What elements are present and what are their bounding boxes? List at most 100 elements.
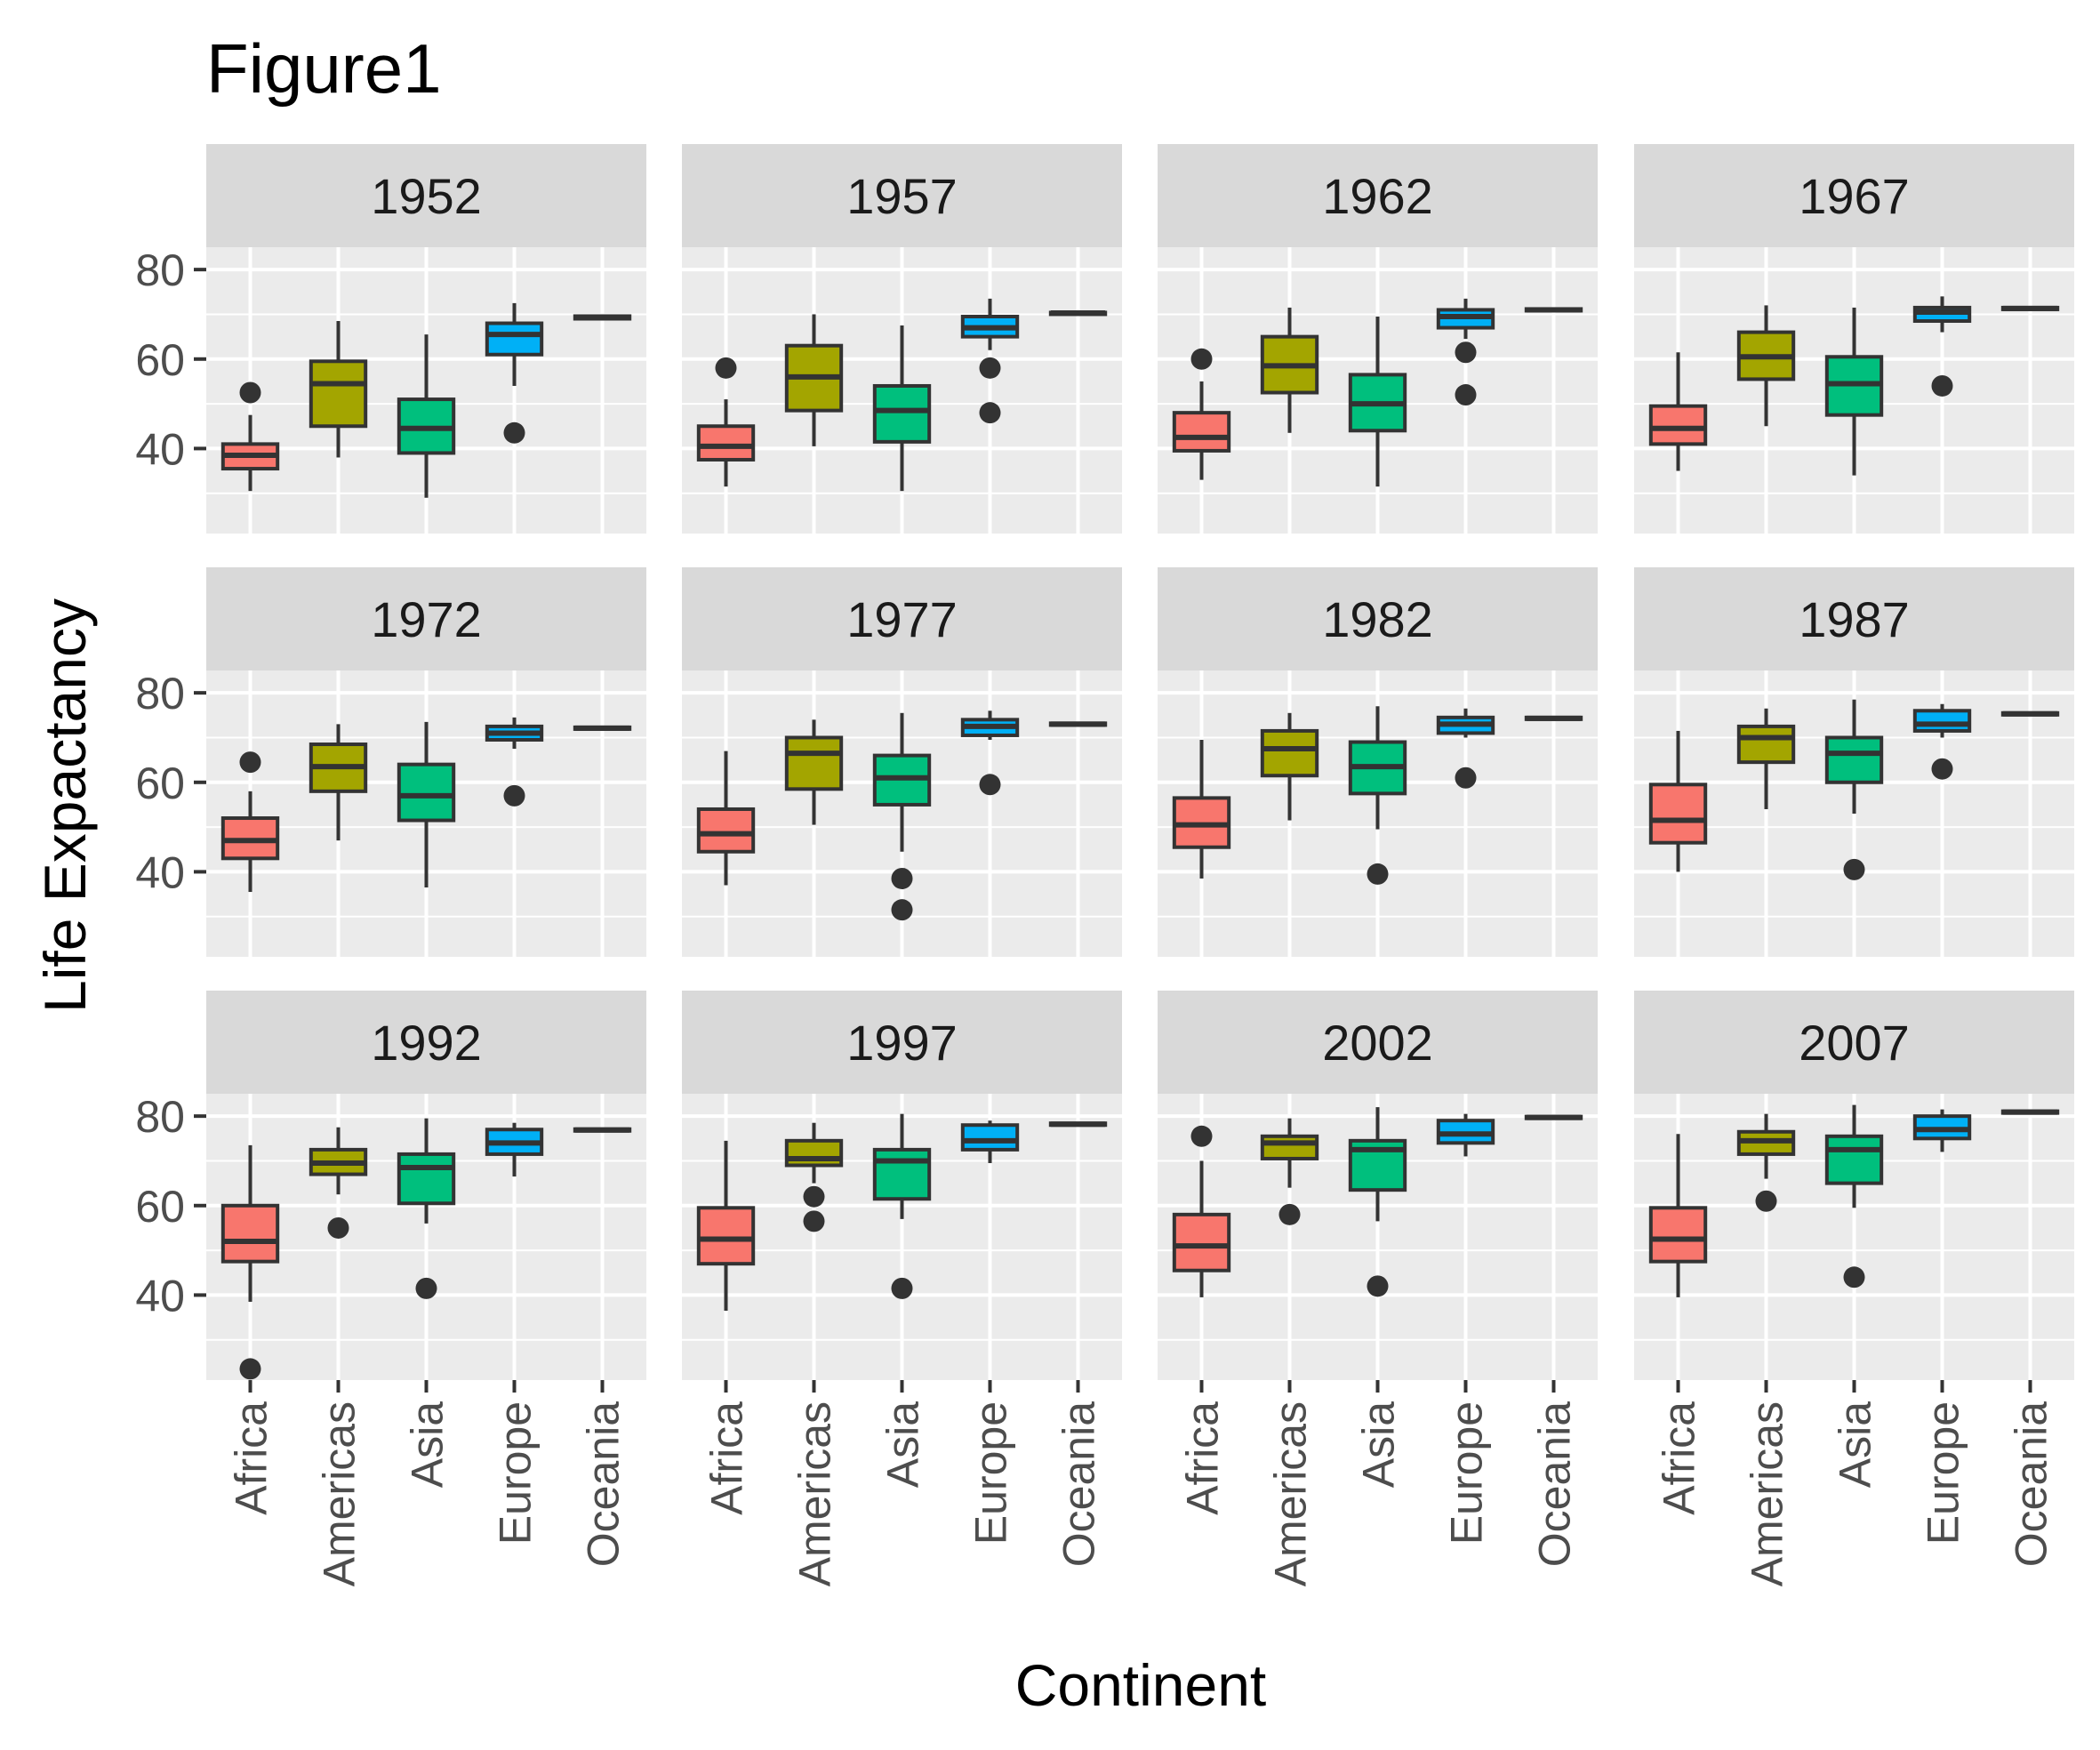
box-asia xyxy=(872,325,932,492)
box-iqr xyxy=(1172,1212,1231,1272)
box-europe xyxy=(960,298,1020,424)
box-europe xyxy=(1912,1109,1972,1152)
x-tick-label: Europe xyxy=(491,1401,541,1545)
box-europe xyxy=(1912,296,1972,397)
box-americas xyxy=(1736,708,1796,809)
x-tick-label: Asia xyxy=(403,1401,453,1488)
box-oceania xyxy=(1524,307,1583,313)
box-europe xyxy=(485,1122,544,1177)
strip-background xyxy=(682,567,1122,670)
box-iqr xyxy=(696,807,756,854)
box-europe xyxy=(485,717,544,807)
x-tick-label: Americas xyxy=(790,1401,840,1586)
box-iqr xyxy=(397,1152,456,1206)
box-asia xyxy=(1348,316,1407,487)
outlier-point xyxy=(503,784,525,807)
x-tick-label: Asia xyxy=(878,1401,928,1488)
strip-label: 1977 xyxy=(846,591,958,647)
panel-1977: 1977 xyxy=(682,567,1122,957)
outlier-point xyxy=(979,357,1001,379)
box-asia xyxy=(397,721,456,888)
box-europe xyxy=(1912,703,1972,780)
strip-label: 1972 xyxy=(371,591,482,647)
panel-2007: 2007 Africa Americas Asia Europe Oceania xyxy=(1634,991,2074,1586)
x-axis-title: Continent xyxy=(1015,1652,1267,1718)
box-iqr xyxy=(784,1138,844,1168)
box-europe xyxy=(1436,708,1495,789)
x-tick-label: Africa xyxy=(227,1401,277,1515)
strip-label: 1997 xyxy=(846,1015,958,1071)
box-africa xyxy=(1648,1134,1708,1297)
box-africa xyxy=(696,751,756,886)
strip-background xyxy=(1158,991,1598,1094)
outlier-point xyxy=(1278,1203,1301,1225)
panel-1982: 1982 xyxy=(1158,567,1598,957)
y-tick-label: 40 xyxy=(135,847,185,897)
panel-1987: 1987 xyxy=(1634,567,2074,957)
outlier-point xyxy=(803,1185,825,1208)
x-tick-label: Americas xyxy=(1266,1401,1316,1586)
box-asia xyxy=(397,1118,456,1299)
box-asia xyxy=(872,1113,932,1299)
box-americas xyxy=(784,314,844,446)
x-tick-label: Africa xyxy=(1655,1401,1704,1515)
strip-background xyxy=(1634,144,2074,247)
strip-label: 1962 xyxy=(1322,168,1433,224)
box-africa xyxy=(1172,348,1231,480)
x-tick-label: Oceania xyxy=(1530,1401,1580,1567)
box-americas xyxy=(1260,712,1319,821)
box-iqr xyxy=(1260,1134,1319,1160)
x-tick-label: Americas xyxy=(1743,1401,1792,1586)
outlier-point xyxy=(891,1277,913,1299)
outlier-point xyxy=(239,1358,261,1380)
strip-background xyxy=(682,991,1122,1094)
strip-background xyxy=(1158,567,1598,670)
panel-1992: 1992 40 60 80 Africa Americas Asia Europe Oceani… xyxy=(135,991,646,1586)
strip-background xyxy=(206,144,646,247)
box-iqr xyxy=(1648,783,1708,845)
box-iqr xyxy=(397,762,456,823)
box-oceania xyxy=(1524,715,1583,721)
box-iqr xyxy=(1736,724,1796,765)
box-europe xyxy=(1436,298,1495,406)
box-iqr xyxy=(960,1123,1020,1152)
strip-label: 1952 xyxy=(371,168,482,224)
strip-background xyxy=(1158,144,1598,247)
y-tick-label: 80 xyxy=(135,1092,185,1142)
panel-1957: 1957 xyxy=(682,144,1122,534)
box-europe xyxy=(960,710,1020,796)
box-asia xyxy=(1348,1107,1407,1297)
x-tick-label: Europe xyxy=(966,1401,1016,1545)
box-iqr xyxy=(784,735,844,791)
box-africa xyxy=(1648,352,1708,471)
box-oceania xyxy=(573,314,632,321)
box-americas xyxy=(309,724,368,841)
x-tick-label: Asia xyxy=(1354,1401,1404,1488)
outlier-point xyxy=(891,899,913,921)
box-iqr xyxy=(1648,404,1708,446)
box-africa xyxy=(696,1140,756,1312)
outlier-point xyxy=(1455,767,1477,789)
box-europe xyxy=(1436,1113,1495,1157)
box-americas xyxy=(1260,307,1319,433)
y-tick-label: 40 xyxy=(135,424,185,474)
strip-label: 1967 xyxy=(1799,168,1910,224)
outlier-point xyxy=(1190,348,1213,370)
x-tick-label: Asia xyxy=(1831,1401,1880,1488)
strip-label: 2007 xyxy=(1799,1015,1910,1071)
x-tick-label: Oceania xyxy=(579,1401,629,1567)
box-asia xyxy=(1824,699,1884,880)
box-iqr xyxy=(696,1206,756,1266)
y-axis-title: Life Expactancy xyxy=(32,598,98,1013)
x-tick-label: Europe xyxy=(1919,1401,1968,1545)
strip-background xyxy=(206,567,646,670)
panel-1967: 1967 xyxy=(1634,144,2074,534)
x-tick-label: Europe xyxy=(1442,1401,1492,1545)
y-tick-label: 40 xyxy=(135,1271,185,1321)
box-iqr xyxy=(872,1147,932,1201)
box-oceania xyxy=(573,725,632,731)
box-americas xyxy=(1260,1118,1319,1225)
box-oceania xyxy=(1048,309,1108,317)
outlier-point xyxy=(1367,1275,1389,1297)
